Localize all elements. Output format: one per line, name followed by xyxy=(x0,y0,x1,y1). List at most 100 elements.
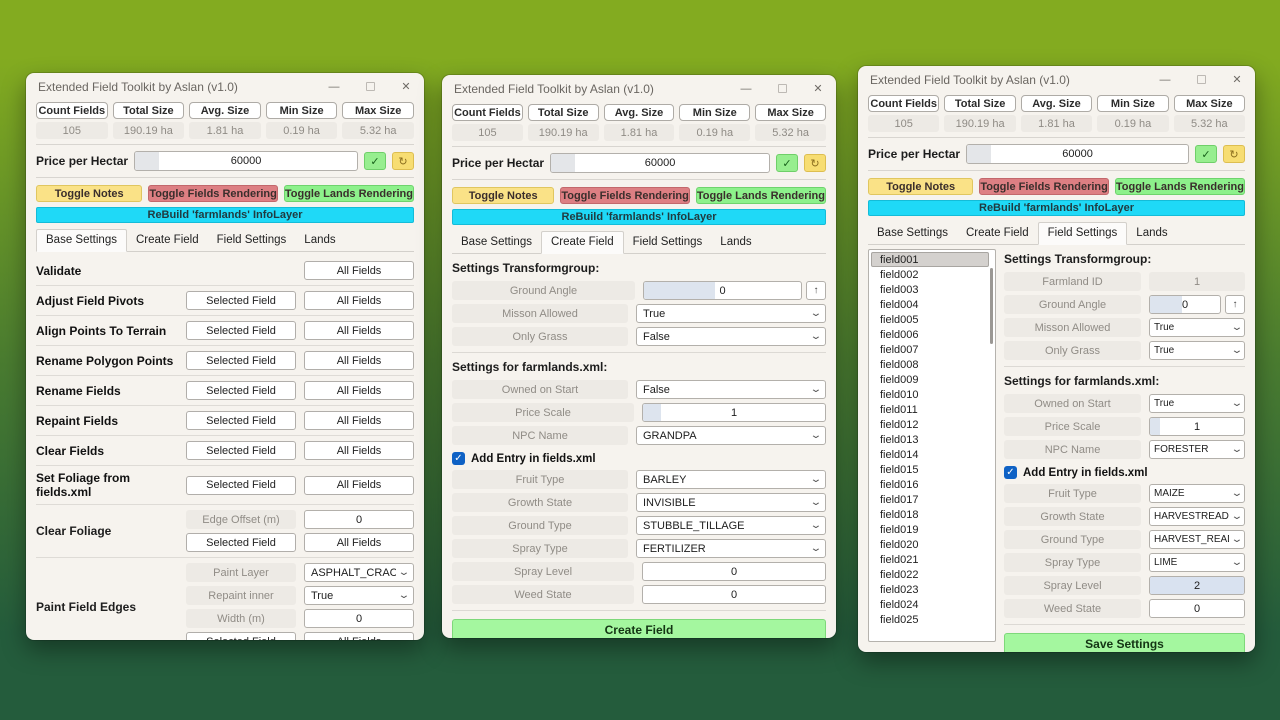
all-fields-button[interactable]: All Fields xyxy=(304,475,414,495)
fruit-type-dropdown[interactable]: MAIZE ⌄ xyxy=(1149,484,1245,503)
list-item[interactable]: field007 xyxy=(880,344,919,356)
tab[interactable]: Create Field xyxy=(957,222,1038,244)
ground-type-dropdown[interactable]: HARVEST_READY ⌄ xyxy=(1149,530,1245,549)
list-item[interactable]: field022 xyxy=(880,569,919,581)
ground-angle-increment-button[interactable]: ↑ xyxy=(806,281,826,300)
stat-button[interactable]: Total Size xyxy=(112,102,185,119)
tab[interactable]: Base Settings xyxy=(868,222,957,244)
close-button[interactable]: ✕ xyxy=(1219,66,1255,93)
selected-field-button[interactable]: Selected Field xyxy=(186,411,296,430)
stat-button[interactable]: Avg. Size xyxy=(603,104,675,121)
tab[interactable]: Lands xyxy=(1127,222,1176,244)
spray-level-input[interactable]: 0 xyxy=(642,562,826,581)
minimize-button[interactable]: — xyxy=(316,73,352,100)
owned-on-start-dropdown[interactable]: False ⌄ xyxy=(636,380,826,399)
save-settings-button[interactable]: Save Settings xyxy=(1004,633,1245,652)
add-entry-checkbox[interactable]: ✓ xyxy=(1004,466,1017,479)
list-item[interactable]: field012 xyxy=(880,419,919,431)
maximize-button[interactable] xyxy=(764,75,800,102)
price-per-hectar-input[interactable]: 60000 xyxy=(966,144,1189,164)
create-field-button[interactable]: Create Field xyxy=(452,619,826,638)
all-fields-button[interactable]: All Fields xyxy=(304,321,414,340)
titlebar[interactable]: Extended Field Toolkit by Aslan (v1.0) —… xyxy=(858,66,1255,93)
stat-button[interactable]: Max Size xyxy=(1173,95,1246,112)
tab[interactable]: Create Field xyxy=(540,231,624,254)
reset-price-button[interactable]: ↻ xyxy=(392,152,414,170)
toggle-fields-rendering-button[interactable]: Toggle Fields Rendering xyxy=(979,178,1109,195)
apply-price-button[interactable]: ✓ xyxy=(1195,145,1217,163)
list-item[interactable]: field013 xyxy=(880,434,919,446)
all-fields-button[interactable]: All Fields xyxy=(304,351,414,370)
owned-on-start-dropdown[interactable]: True ⌄ xyxy=(1149,394,1245,413)
fruit-type-dropdown[interactable]: BARLEY ⌄ xyxy=(636,470,826,489)
list-item[interactable]: field002 xyxy=(880,269,919,281)
reset-price-button[interactable]: ↻ xyxy=(1223,145,1245,163)
apply-price-button[interactable]: ✓ xyxy=(364,152,386,170)
close-button[interactable]: ✕ xyxy=(388,73,424,100)
stat-button[interactable]: Min Size xyxy=(679,104,751,121)
spray-type-dropdown[interactable]: FERTILIZER ⌄ xyxy=(636,539,826,558)
stat-button[interactable]: Count Fields xyxy=(36,102,108,119)
stat-button[interactable]: Max Size xyxy=(755,104,826,121)
all-fields-button[interactable]: All Fields xyxy=(304,291,414,310)
maximize-button[interactable] xyxy=(352,73,388,100)
all-fields-button[interactable]: All Fields xyxy=(304,381,414,400)
tab[interactable]: Lands xyxy=(711,231,760,253)
mission-allowed-dropdown[interactable]: True ⌄ xyxy=(636,304,826,323)
add-entry-checkbox[interactable]: ✓ xyxy=(452,452,465,465)
toggle-notes-button[interactable]: Toggle Notes xyxy=(36,185,143,202)
price-scale-input[interactable]: 1 xyxy=(642,403,826,422)
clear-foliage-selected-button[interactable]: Selected Field xyxy=(186,533,296,552)
mission-allowed-dropdown[interactable]: True ⌄ xyxy=(1149,318,1245,337)
list-item[interactable]: field009 xyxy=(880,374,919,386)
toggle-lands-rendering-button[interactable]: Toggle Lands Rendering xyxy=(695,187,826,204)
spray-level-input[interactable]: 2 xyxy=(1149,576,1245,595)
tab[interactable]: Base Settings xyxy=(452,231,541,253)
list-item[interactable]: field021 xyxy=(880,554,919,566)
selected-field-button[interactable]: Selected Field xyxy=(186,475,296,495)
list-item[interactable]: field024 xyxy=(880,599,919,611)
list-item[interactable]: field019 xyxy=(880,524,919,536)
stat-button[interactable]: Avg. Size xyxy=(189,102,261,119)
only-grass-dropdown[interactable]: False ⌄ xyxy=(636,327,826,346)
price-scale-input[interactable]: 1 xyxy=(1149,417,1245,436)
list-item[interactable]: field017 xyxy=(880,494,919,506)
list-item[interactable]: field015 xyxy=(880,464,919,476)
stat-button[interactable]: Max Size xyxy=(342,102,414,119)
price-per-hectar-input[interactable]: 60000 xyxy=(550,153,770,173)
npc-name-dropdown[interactable]: GRANDPA ⌄ xyxy=(636,426,826,445)
selected-field-button[interactable]: Selected Field xyxy=(186,291,296,310)
list-item[interactable]: field006 xyxy=(880,329,919,341)
maximize-button[interactable] xyxy=(1183,66,1219,93)
growth-state-dropdown[interactable]: INVISIBLE ⌄ xyxy=(636,493,826,512)
list-item[interactable]: field025 xyxy=(880,614,919,626)
tab[interactable]: Create Field xyxy=(127,229,208,251)
list-item[interactable]: field005 xyxy=(880,314,919,326)
list-item[interactable]: field008 xyxy=(880,359,919,371)
price-per-hectar-input[interactable]: 60000 xyxy=(134,151,358,171)
tab[interactable]: Base Settings xyxy=(36,229,127,252)
toggle-fields-rendering-button[interactable]: Toggle Fields Rendering xyxy=(560,187,690,204)
spray-type-dropdown[interactable]: LIME ⌄ xyxy=(1149,553,1245,572)
titlebar[interactable]: Extended Field Toolkit by Aslan (v1.0) —… xyxy=(442,75,836,102)
rebuild-farmlands-button[interactable]: ReBuild 'farmlands' InfoLayer xyxy=(36,207,414,223)
toggle-notes-button[interactable]: Toggle Notes xyxy=(452,187,555,204)
ground-angle-input[interactable]: 0 xyxy=(643,281,802,300)
list-item[interactable]: field018 xyxy=(880,509,919,521)
width-input[interactable]: 0 xyxy=(304,609,414,628)
selected-field-button[interactable]: Selected Field xyxy=(186,351,296,370)
only-grass-dropdown[interactable]: True ⌄ xyxy=(1149,341,1245,360)
stat-button[interactable]: Min Size xyxy=(265,102,338,119)
list-item[interactable]: field010 xyxy=(880,389,919,401)
close-button[interactable]: ✕ xyxy=(800,75,836,102)
list-item[interactable]: field016 xyxy=(880,479,919,491)
tab[interactable]: Field Settings xyxy=(208,229,296,251)
paint-edges-all-button[interactable]: All Fields xyxy=(304,632,414,640)
tab[interactable]: Field Settings xyxy=(624,231,712,253)
tab[interactable]: Field Settings xyxy=(1037,222,1128,245)
list-item[interactable]: field014 xyxy=(880,449,919,461)
stat-button[interactable]: Total Size xyxy=(527,104,599,121)
list-item[interactable]: field011 xyxy=(880,404,918,416)
clear-foliage-all-button[interactable]: All Fields xyxy=(304,533,414,552)
all-fields-button[interactable]: All Fields xyxy=(304,411,414,430)
